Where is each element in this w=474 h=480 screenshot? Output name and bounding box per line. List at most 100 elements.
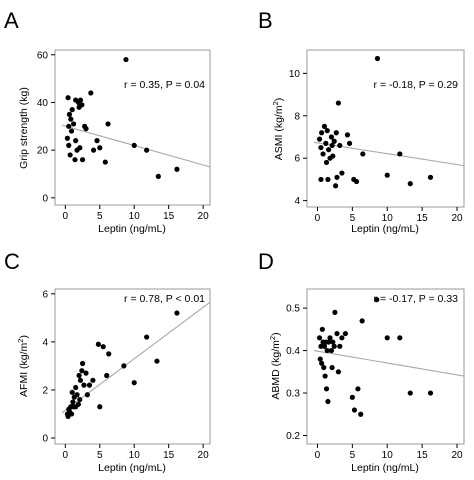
data-point	[86, 382, 93, 388]
data-point	[66, 123, 72, 129]
y-tick-label: 40	[37, 98, 49, 109]
x-tick-label: 15	[163, 450, 175, 461]
data-point	[326, 339, 332, 345]
data-point	[321, 364, 327, 371]
data-point	[335, 100, 341, 106]
data-point	[79, 368, 85, 374]
plot-frame	[306, 49, 465, 208]
data-point	[79, 360, 86, 367]
y-tick-label: 0.4	[286, 346, 300, 357]
x-tick-label: 5	[97, 211, 103, 222]
data-point	[317, 356, 323, 362]
data-point	[88, 90, 94, 96]
data-point	[319, 360, 325, 366]
y-tick-label: 0.3	[286, 389, 300, 400]
data-point	[334, 330, 340, 337]
data-point	[95, 341, 101, 347]
data-point	[330, 153, 336, 159]
data-point	[131, 142, 137, 148]
data-points	[316, 297, 434, 417]
y-axis-label: Grip strength (kg)	[18, 87, 30, 169]
data-point	[351, 407, 358, 413]
data-point	[71, 121, 77, 127]
ticks: 0 5 10 15 20 0.2 0.3 0.4 0.5	[286, 304, 463, 461]
y-tick-label: 0	[42, 433, 48, 444]
data-point	[76, 372, 82, 379]
data-point	[104, 372, 110, 379]
data-point	[131, 380, 137, 386]
data-point	[328, 134, 335, 140]
x-tick-label: 0	[63, 211, 69, 222]
y-axis-label-superscript: 2	[16, 339, 25, 343]
data-point	[66, 142, 72, 148]
data-point	[323, 140, 329, 146]
plot-frame	[306, 288, 465, 445]
data-point	[68, 116, 74, 122]
data-points	[64, 310, 180, 419]
x-tick-label: 5	[350, 213, 356, 224]
data-point	[77, 396, 83, 403]
data-point	[90, 147, 97, 153]
y-tick-label: 4	[42, 337, 48, 348]
y-axis-label-text: ABMD (kg/m	[270, 340, 282, 400]
x-tick-label: 10	[129, 211, 141, 222]
stat-annotation: r = -0.18, P = 0.29	[374, 79, 459, 91]
y-axis-label: AFMI (kg/m2)	[16, 335, 30, 397]
y-tick-label: 0.2	[286, 431, 300, 442]
panel-letter: A	[4, 8, 19, 33]
panel-b: B 0 5 10 15 20 4 6 8 10 r = -0.18, P = 0.29 Lept…	[258, 8, 465, 235]
y-tick-label: 8	[294, 111, 300, 122]
x-axis-label: Leptin (ng/mL)	[351, 223, 419, 235]
data-point	[355, 386, 361, 392]
data-point	[123, 56, 129, 63]
data-point	[94, 138, 100, 144]
y-axis-label: ASMI (kg/m2)	[271, 98, 285, 161]
data-point	[77, 145, 83, 151]
data-point	[83, 126, 89, 132]
data-point	[83, 370, 89, 376]
ticks: 0 5 10 15 20 0 2 4 6	[42, 289, 209, 461]
data-point	[90, 377, 96, 383]
data-point	[100, 344, 106, 350]
data-point	[318, 144, 324, 151]
data-point	[81, 382, 87, 388]
x-tick-label: 20	[198, 450, 210, 461]
panel-a: A 0 5 10 15 20 0 20 40 60 r = 0.35, P = 0.04 Lep…	[4, 8, 211, 235]
ticks: 0 5 10 15 20 4 6 8 10	[289, 69, 463, 224]
x-tick-label: 20	[451, 450, 463, 461]
data-point	[316, 136, 323, 142]
stat-annotation: r = 0.78, P < 0.01	[124, 293, 205, 305]
data-point	[335, 369, 341, 375]
x-tick-label: 10	[129, 450, 141, 461]
x-tick-label: 20	[198, 211, 210, 222]
stat-annotation: r = 0.35, P = 0.04	[124, 79, 205, 91]
x-tick-label: 5	[350, 450, 356, 461]
data-point	[79, 157, 86, 163]
y-axis-label-suffix: )	[273, 98, 285, 102]
data-point	[77, 377, 84, 383]
data-point	[155, 173, 161, 179]
x-tick-label: 15	[417, 450, 429, 461]
panel-letter: B	[258, 8, 273, 33]
data-point	[329, 364, 335, 371]
x-axis-label: Leptin (ng/mL)	[351, 462, 419, 474]
stat-annotation: r = -0.17, P = 0.33	[374, 293, 459, 305]
data-point	[342, 330, 348, 337]
data-point	[384, 172, 390, 178]
data-point	[360, 151, 366, 157]
y-axis-label: ABMD (kg/m2)	[268, 332, 282, 399]
y-axis-label-suffix: )	[270, 332, 282, 336]
data-point	[349, 394, 355, 400]
data-point	[67, 152, 73, 158]
x-tick-label: 10	[382, 450, 394, 461]
panel-letter: C	[4, 249, 20, 274]
data-point	[333, 130, 339, 136]
x-tick-label: 10	[382, 213, 394, 224]
data-point	[324, 347, 330, 354]
data-point	[384, 335, 390, 341]
data-point	[337, 343, 343, 349]
y-tick-label: 60	[37, 50, 49, 61]
data-point	[97, 404, 103, 410]
panel-d: D 0 5 10 15 20 0.2 0.3 0.4 0.5 r = -0.17, P = 0.…	[258, 249, 465, 474]
